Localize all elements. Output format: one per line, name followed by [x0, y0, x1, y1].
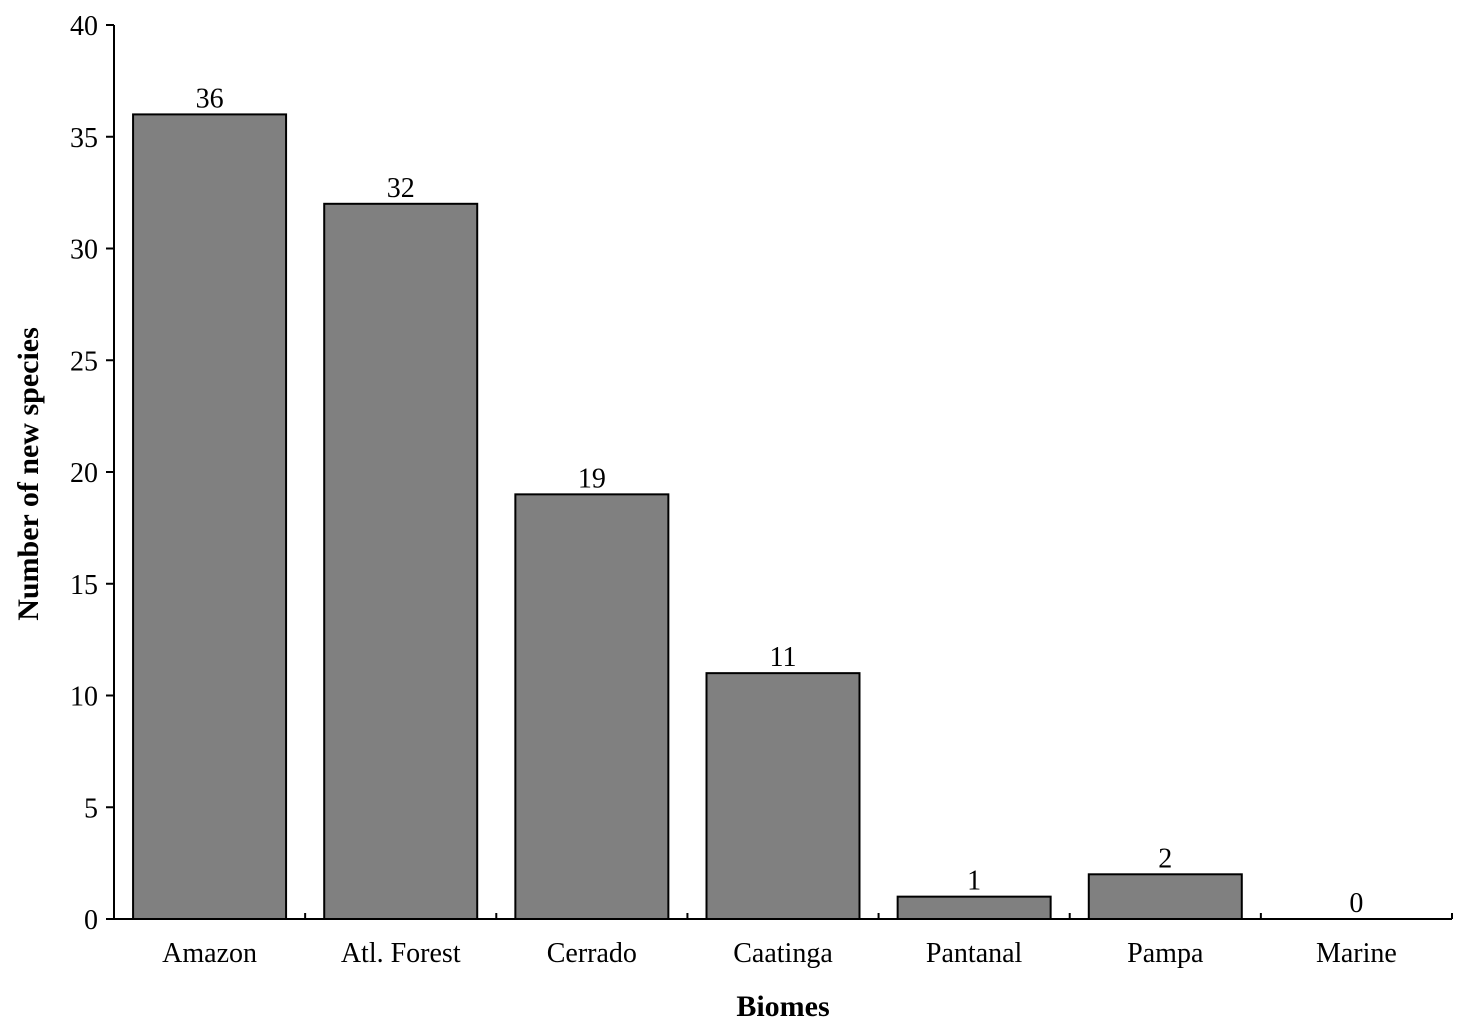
y-tick-label: 20 — [70, 458, 98, 489]
x-category-label: Amazon — [162, 938, 257, 969]
data-label: 11 — [770, 642, 797, 673]
data-label: 1 — [967, 866, 981, 897]
y-tick-label: 25 — [70, 346, 98, 377]
data-label: 36 — [196, 83, 224, 114]
y-tick-label: 0 — [84, 905, 98, 936]
x-axis-title: Biomes — [736, 990, 829, 1023]
x-category-label: Pampa — [1127, 938, 1204, 969]
bar-amazon — [132, 113, 288, 920]
x-category-label: Caatinga — [733, 938, 833, 969]
bar-caatinga — [705, 672, 861, 921]
y-tick-label: 35 — [70, 123, 98, 154]
y-tick-label: 10 — [70, 682, 98, 713]
x-category-label: Pantanal — [926, 938, 1023, 969]
y-tick-label: 40 — [70, 11, 98, 42]
y-tick-label: 30 — [70, 235, 98, 266]
y-ticks-group: 0 5 10 15 20 25 30 35 40 — [70, 11, 114, 936]
y-axis-title: Number of new species — [12, 327, 45, 621]
y-tick-label: 5 — [84, 793, 98, 824]
data-label: 2 — [1158, 843, 1172, 874]
bar-cerrado — [514, 493, 670, 920]
x-category-label: Atl. Forest — [341, 938, 461, 969]
data-label: 19 — [578, 463, 606, 494]
x-ticks-group: Amazon Atl. Forest Cerrado Caatinga Pantanal… — [113, 913, 1453, 969]
data-label: 32 — [387, 173, 415, 204]
bar-pantanal — [896, 895, 1052, 921]
bars-group — [132, 113, 1243, 921]
x-category-label: Marine — [1316, 938, 1397, 969]
bar-atl-forest — [323, 202, 479, 921]
data-label: 0 — [1349, 888, 1363, 919]
y-tick-label: 15 — [70, 570, 98, 601]
bar-pampa — [1087, 873, 1243, 920]
x-category-label: Cerrado — [547, 938, 637, 969]
